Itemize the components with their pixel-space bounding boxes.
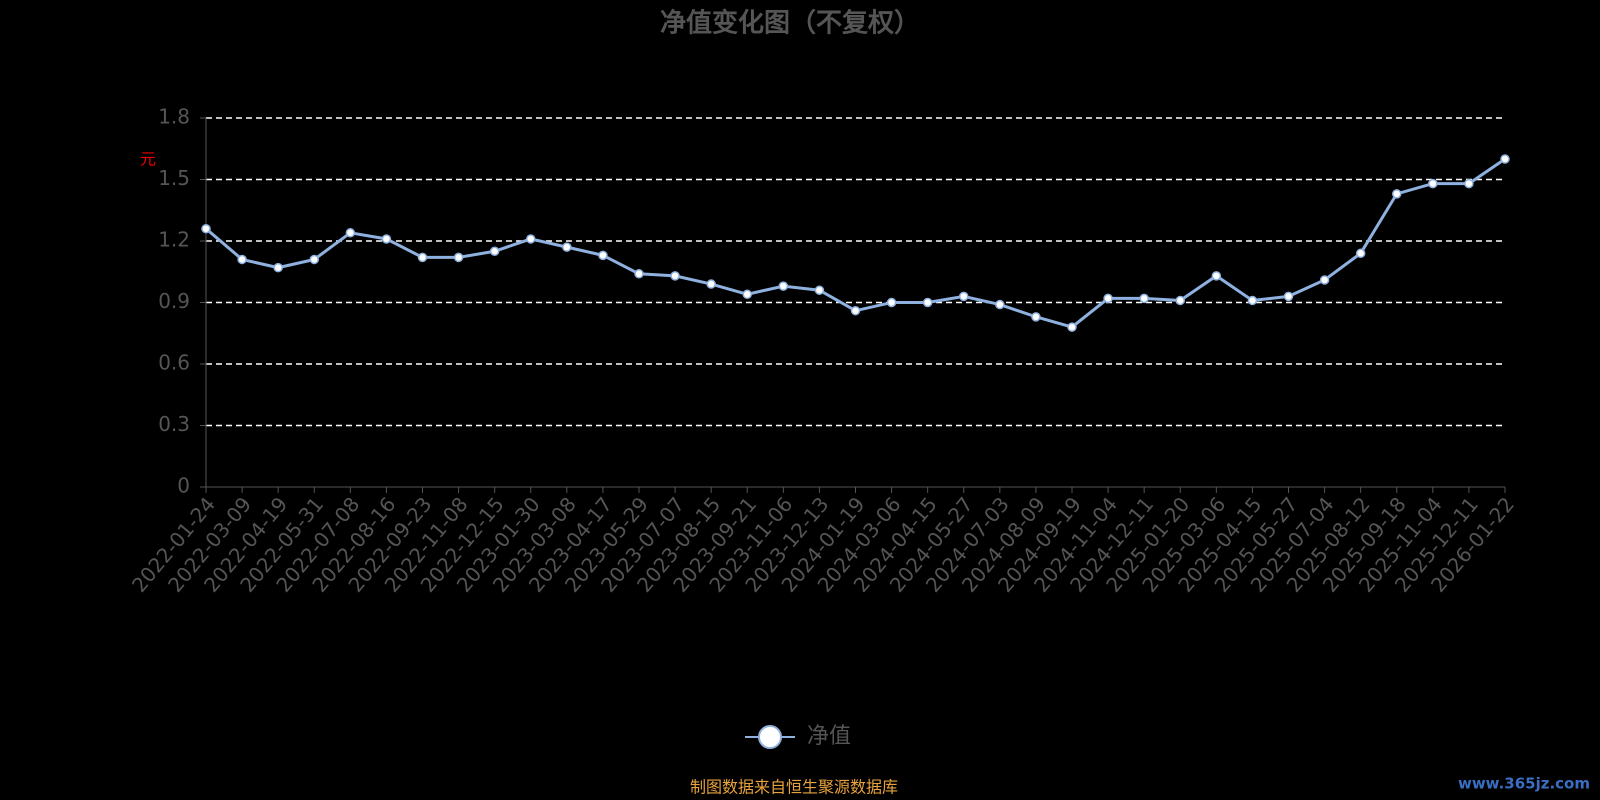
data-point	[489, 246, 500, 256]
data-point	[1067, 322, 1077, 332]
data-point	[1319, 275, 1330, 285]
chart-title: 净值变化图（不复权）	[660, 8, 920, 39]
data-point	[742, 289, 752, 300]
source-note: 制图数据来自恒生聚源数据库	[690, 778, 898, 797]
data-point	[634, 269, 644, 279]
data-point	[1175, 295, 1185, 306]
y-tick-label: 0.3	[158, 412, 190, 436]
data-point	[1355, 248, 1366, 259]
data-point	[273, 262, 283, 273]
data-point	[1428, 178, 1438, 189]
y-tick-label: 1.2	[158, 228, 190, 252]
data-point	[1392, 189, 1402, 199]
data-point	[922, 297, 933, 308]
y-tick-label: 1.8	[158, 105, 190, 129]
data-point	[237, 254, 247, 265]
watermark: www.365jz.com	[1458, 775, 1590, 793]
data-point	[562, 242, 572, 252]
data-point	[995, 299, 1005, 310]
y-tick-label: 0	[177, 474, 190, 498]
data-point	[1464, 178, 1474, 189]
data-point	[201, 223, 211, 234]
data-point	[417, 252, 428, 263]
legend-marker	[758, 725, 782, 749]
data-point	[670, 271, 680, 281]
y-tick-label: 0.9	[158, 289, 190, 313]
data-point	[706, 279, 716, 289]
legend-label: 净值	[807, 724, 851, 749]
data-point	[381, 234, 392, 244]
data-point	[453, 252, 464, 263]
data-point	[1283, 291, 1294, 302]
data-point	[1500, 154, 1510, 164]
data-point	[814, 285, 825, 295]
data-point	[345, 228, 356, 238]
data-point	[526, 234, 536, 244]
y-tick-label: 0.6	[158, 351, 190, 375]
data-point	[959, 291, 969, 302]
data-point	[1139, 293, 1149, 304]
data-point	[1103, 293, 1113, 304]
data-point	[1247, 295, 1258, 306]
data-point	[886, 297, 897, 308]
data-point	[778, 281, 789, 291]
data-point	[1211, 271, 1222, 281]
y-axis-label: 元	[140, 150, 156, 169]
y-tick-label: 1.5	[158, 166, 190, 190]
data-point	[850, 305, 861, 316]
data-point	[598, 250, 608, 261]
data-point	[309, 254, 319, 265]
data-point	[1031, 312, 1041, 322]
